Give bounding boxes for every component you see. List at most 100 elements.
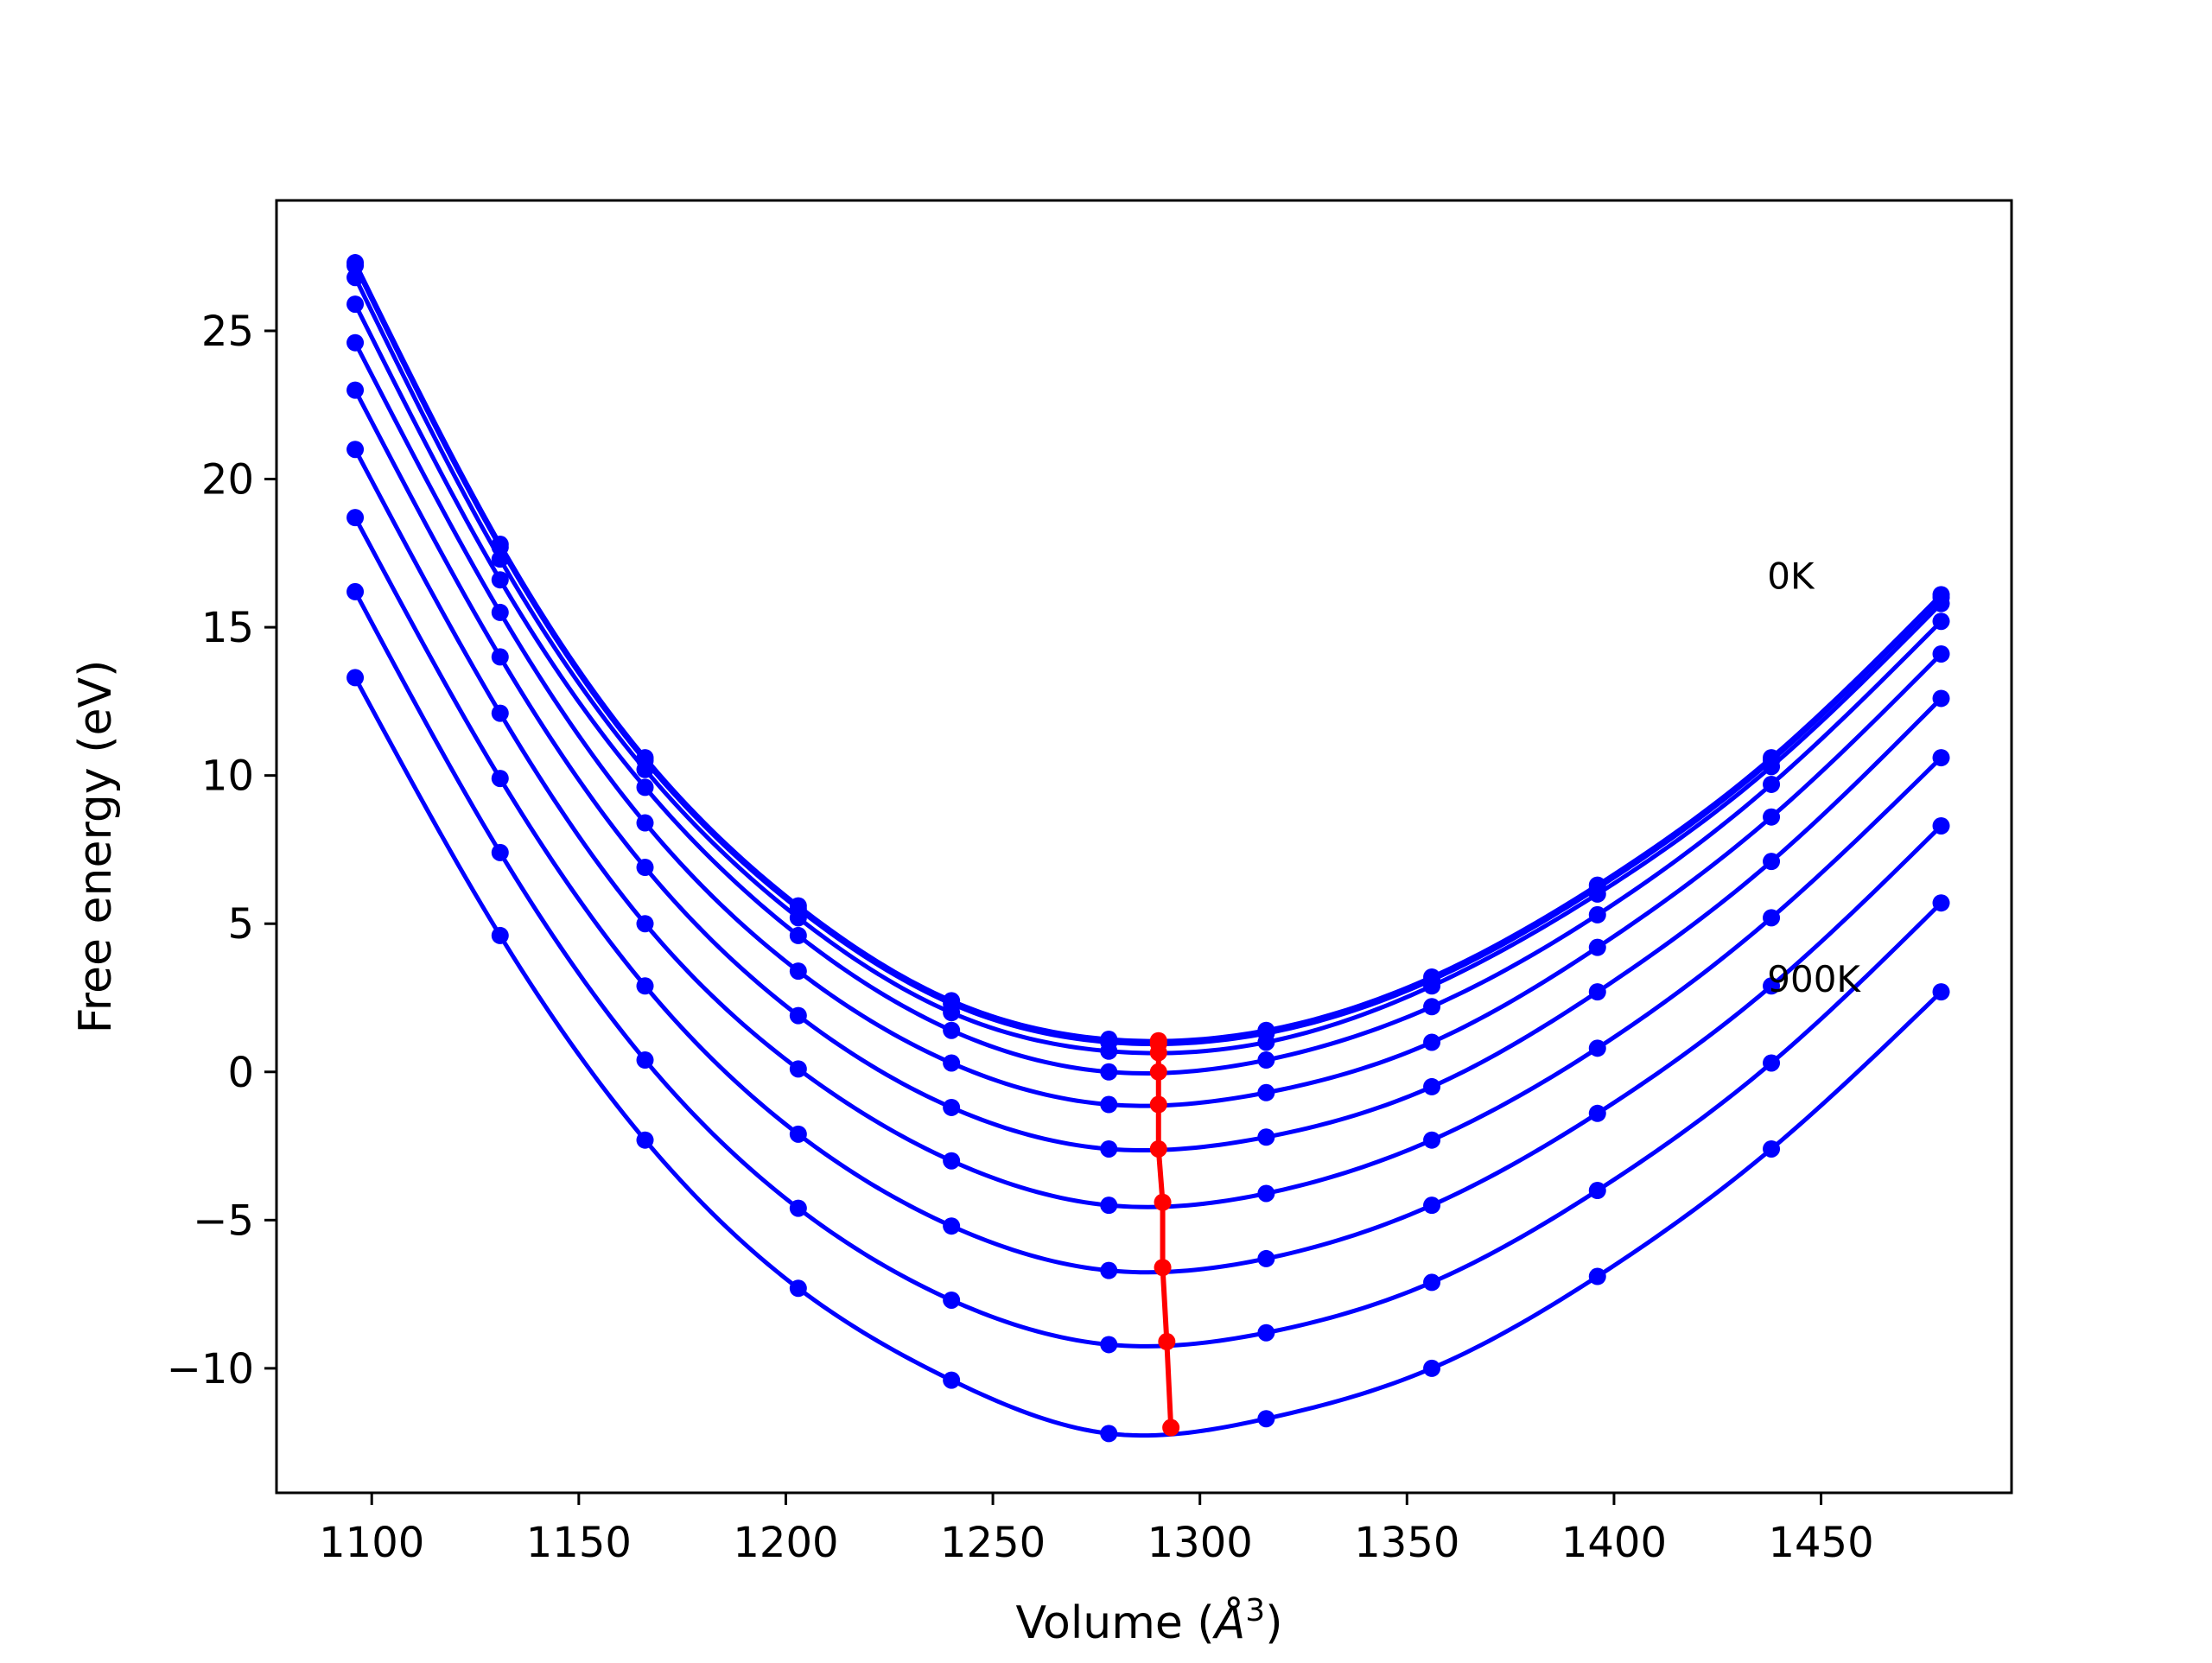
data-point-9-2 xyxy=(636,1131,654,1149)
data-point-3-6 xyxy=(1257,1051,1275,1070)
y-tick-label: 15 xyxy=(201,604,254,652)
minimum-point-7 xyxy=(1154,1259,1172,1277)
data-point-8-4 xyxy=(943,1291,961,1309)
data-point-3-3 xyxy=(789,926,807,944)
x-tick-label: 1400 xyxy=(1561,1519,1667,1567)
data-point-9-10 xyxy=(1932,983,1950,1001)
x-tick-label: 1100 xyxy=(319,1519,424,1567)
data-point-6-10 xyxy=(1932,749,1950,767)
data-point-2-1 xyxy=(491,550,509,568)
data-point-3-2 xyxy=(636,778,654,797)
data-point-7-3 xyxy=(789,1125,807,1143)
data-point-7-2 xyxy=(636,977,654,995)
data-point-5-5 xyxy=(1100,1139,1118,1158)
axes-frame xyxy=(275,199,2013,1495)
minimum-point-6 xyxy=(1154,1193,1172,1211)
data-point-8-7 xyxy=(1423,1273,1441,1292)
x-axis-label-exponent: 3 xyxy=(1245,1593,1265,1628)
y-tick-label: 25 xyxy=(201,308,254,356)
data-point-4-9 xyxy=(1763,808,1781,826)
data-point-4-8 xyxy=(1588,938,1606,956)
y-tick-label: 5 xyxy=(227,900,254,949)
data-point-8-9 xyxy=(1763,1054,1781,1072)
free-energy-curve-4 xyxy=(353,341,1943,1108)
data-point-9-6 xyxy=(1257,1410,1275,1428)
data-point-5-9 xyxy=(1763,853,1781,871)
data-point-6-7 xyxy=(1423,1131,1441,1149)
minimum-point-8 xyxy=(1158,1333,1176,1351)
data-point-1-0 xyxy=(346,257,365,275)
free-energy-curve-2 xyxy=(353,276,1943,1056)
data-point-8-1 xyxy=(491,843,509,861)
data-point-4-1 xyxy=(491,603,509,621)
data-point-4-2 xyxy=(636,814,654,832)
data-point-2-4 xyxy=(943,1004,961,1022)
data-point-9-3 xyxy=(789,1279,807,1298)
data-point-1-1 xyxy=(491,538,509,556)
data-point-9-7 xyxy=(1423,1359,1441,1377)
data-point-2-3 xyxy=(789,909,807,927)
data-point-6-3 xyxy=(789,1060,807,1078)
data-point-5-8 xyxy=(1588,983,1606,1001)
data-point-3-10 xyxy=(1932,613,1950,631)
annotations-layer: 0K 900K xyxy=(1767,555,1861,1000)
data-point-8-3 xyxy=(789,1199,807,1217)
data-point-8-0 xyxy=(346,582,365,600)
x-tick-label: 1200 xyxy=(733,1519,838,1567)
data-point-5-2 xyxy=(636,859,654,877)
data-point-3-7 xyxy=(1423,998,1441,1016)
y-tick-label: 20 xyxy=(201,456,254,505)
data-point-9-8 xyxy=(1588,1267,1606,1285)
data-point-6-2 xyxy=(636,915,654,933)
y-tick-label: 0 xyxy=(227,1049,254,1097)
temperature-annotation-1: 900K xyxy=(1767,958,1861,1000)
minimum-point-5 xyxy=(1149,1139,1167,1158)
data-point-3-0 xyxy=(346,295,365,314)
data-point-7-8 xyxy=(1588,1104,1606,1122)
data-point-2-5 xyxy=(1100,1042,1118,1060)
data-point-4-4 xyxy=(943,1054,961,1072)
free-energy-curve-7 xyxy=(353,516,1943,1275)
x-tick-label: 1150 xyxy=(526,1519,632,1567)
data-point-8-2 xyxy=(636,1051,654,1070)
data-point-7-4 xyxy=(943,1217,961,1235)
x-tick-label: 1300 xyxy=(1147,1519,1253,1567)
data-point-4-6 xyxy=(1257,1083,1275,1101)
data-point-2-6 xyxy=(1257,1033,1275,1051)
data-point-4-3 xyxy=(789,962,807,981)
data-point-7-10 xyxy=(1932,816,1950,835)
x-tick-label: 1450 xyxy=(1768,1519,1873,1567)
data-point-3-4 xyxy=(943,1021,961,1039)
free-energy-curve-5 xyxy=(353,389,1943,1153)
data-point-6-6 xyxy=(1257,1184,1275,1203)
data-point-7-0 xyxy=(346,509,365,527)
ticks-layer: 1100 1150 1200 1250 1300 1350 1400 1450 −10 −5 0 5 1… xyxy=(167,308,1874,1567)
data-point-4-7 xyxy=(1423,1033,1441,1051)
data-point-7-5 xyxy=(1100,1261,1118,1279)
data-point-3-5 xyxy=(1100,1063,1118,1081)
data-point-8-6 xyxy=(1257,1323,1275,1342)
data-point-6-4 xyxy=(943,1152,961,1170)
data-point-2-9 xyxy=(1763,758,1781,776)
free-energy-curve-6 xyxy=(353,448,1943,1209)
data-point-4-10 xyxy=(1932,644,1950,663)
curves-layer xyxy=(353,261,1943,1438)
data-point-2-7 xyxy=(1423,977,1441,995)
data-point-9-9 xyxy=(1763,1139,1781,1158)
minimum-point-2 xyxy=(1149,1044,1167,1062)
data-point-7-9 xyxy=(1763,977,1781,995)
data-point-2-0 xyxy=(346,269,365,287)
free-energy-curve-9 xyxy=(353,676,1943,1438)
data-point-6-0 xyxy=(346,441,365,459)
data-point-7-7 xyxy=(1423,1196,1441,1215)
data-point-5-6 xyxy=(1257,1128,1275,1146)
data-point-7-6 xyxy=(1257,1249,1275,1267)
data-point-9-4 xyxy=(943,1371,961,1389)
data-point-5-0 xyxy=(346,381,365,399)
data-point-2-10 xyxy=(1932,594,1950,613)
free-energy-curve-8 xyxy=(353,590,1943,1349)
y-tick-label: 10 xyxy=(201,752,254,801)
data-point-4-0 xyxy=(346,333,365,352)
